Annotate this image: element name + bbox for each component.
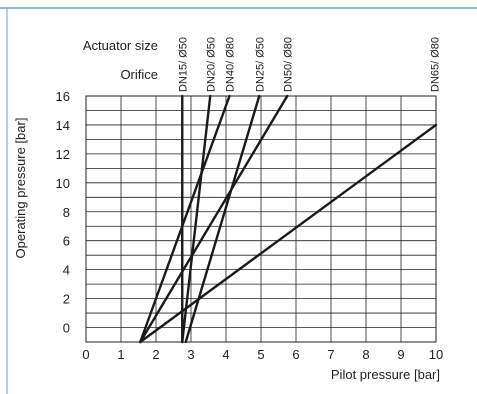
orifice-label: Orifice [120,67,158,82]
x-tick-label: 1 [117,347,124,362]
x-tick-label: 2 [152,347,159,362]
series-size-label: DN40/ Ø80 [225,37,237,92]
x-tick-label: 8 [362,347,369,362]
x-tick-label: 3 [187,347,194,362]
x-tick-labels: 0 1 2 3 4 5 6 7 8 9 10 [82,347,443,362]
y-tick-label: 10 [56,176,70,191]
x-tick-label: 5 [257,347,264,362]
grid [85,95,437,343]
series-size-labels: DN15/ Ø50 DN20/ Ø50 DN40/ Ø80 DN25/ Ø50 DN50… [177,37,441,92]
y-tick-label: 14 [56,118,70,133]
x-tick-label: 6 [292,347,299,362]
x-axis-label: Pilot pressure [bar] [331,367,440,382]
x-tick-label: 0 [82,347,89,362]
frame-border [0,7,477,394]
y-tick-label: 4 [63,263,70,278]
series-line-3 [139,94,231,344]
x-tick-label: 4 [222,347,229,362]
series-size-label: DN50/ Ø80 [282,37,294,92]
series-line-5 [139,94,289,344]
y-tick-label: 8 [63,205,70,220]
actuator-size-label: Actuator size [83,38,158,53]
x-tick-label: 7 [327,347,334,362]
x-tick-label: 10 [429,347,443,362]
series-size-label: DN25/ Ø50 [254,37,266,92]
y-tick-label: 0 [63,321,70,336]
series-size-label: DN15/ Ø50 [177,37,189,92]
y-tick-label: 12 [56,147,70,162]
labels: Actuator size Orifice Operating pressure… [13,38,440,382]
series-size-label: DN20/ Ø50 [205,37,217,92]
series-line-2 [181,94,212,344]
y-axis-label: Operating pressure [bar] [13,118,28,259]
series-line-6 [139,123,438,344]
y-tick-labels: 0 2 4 6 8 10 12 14 16 [56,89,70,336]
series-size-label: DN65/ Ø80 [429,37,441,92]
y-tick-label: 6 [63,234,70,249]
series-lines [139,94,438,344]
x-tick-label: 9 [397,347,404,362]
y-tick-label: 16 [56,89,70,104]
y-tick-label: 2 [63,292,70,307]
